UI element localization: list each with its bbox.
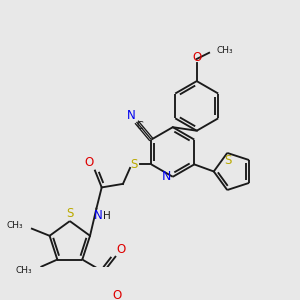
Text: O: O	[112, 290, 122, 300]
Text: O: O	[117, 243, 126, 256]
Text: CH₃: CH₃	[216, 46, 233, 56]
Text: CH₃: CH₃	[16, 266, 32, 275]
Text: O: O	[192, 51, 201, 64]
Text: S: S	[224, 154, 232, 166]
Text: C: C	[137, 122, 143, 131]
Text: CH₃: CH₃	[6, 220, 23, 230]
Text: S: S	[130, 158, 137, 171]
Text: H: H	[103, 211, 111, 221]
Text: S: S	[66, 207, 74, 220]
Text: N: N	[126, 109, 135, 122]
Text: N: N	[162, 170, 171, 183]
Text: N: N	[94, 209, 103, 222]
Text: O: O	[85, 156, 94, 169]
